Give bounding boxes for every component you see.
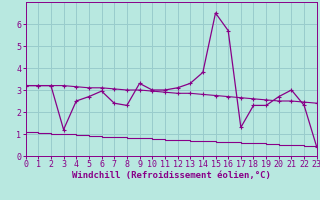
- X-axis label: Windchill (Refroidissement éolien,°C): Windchill (Refroidissement éolien,°C): [72, 171, 271, 180]
